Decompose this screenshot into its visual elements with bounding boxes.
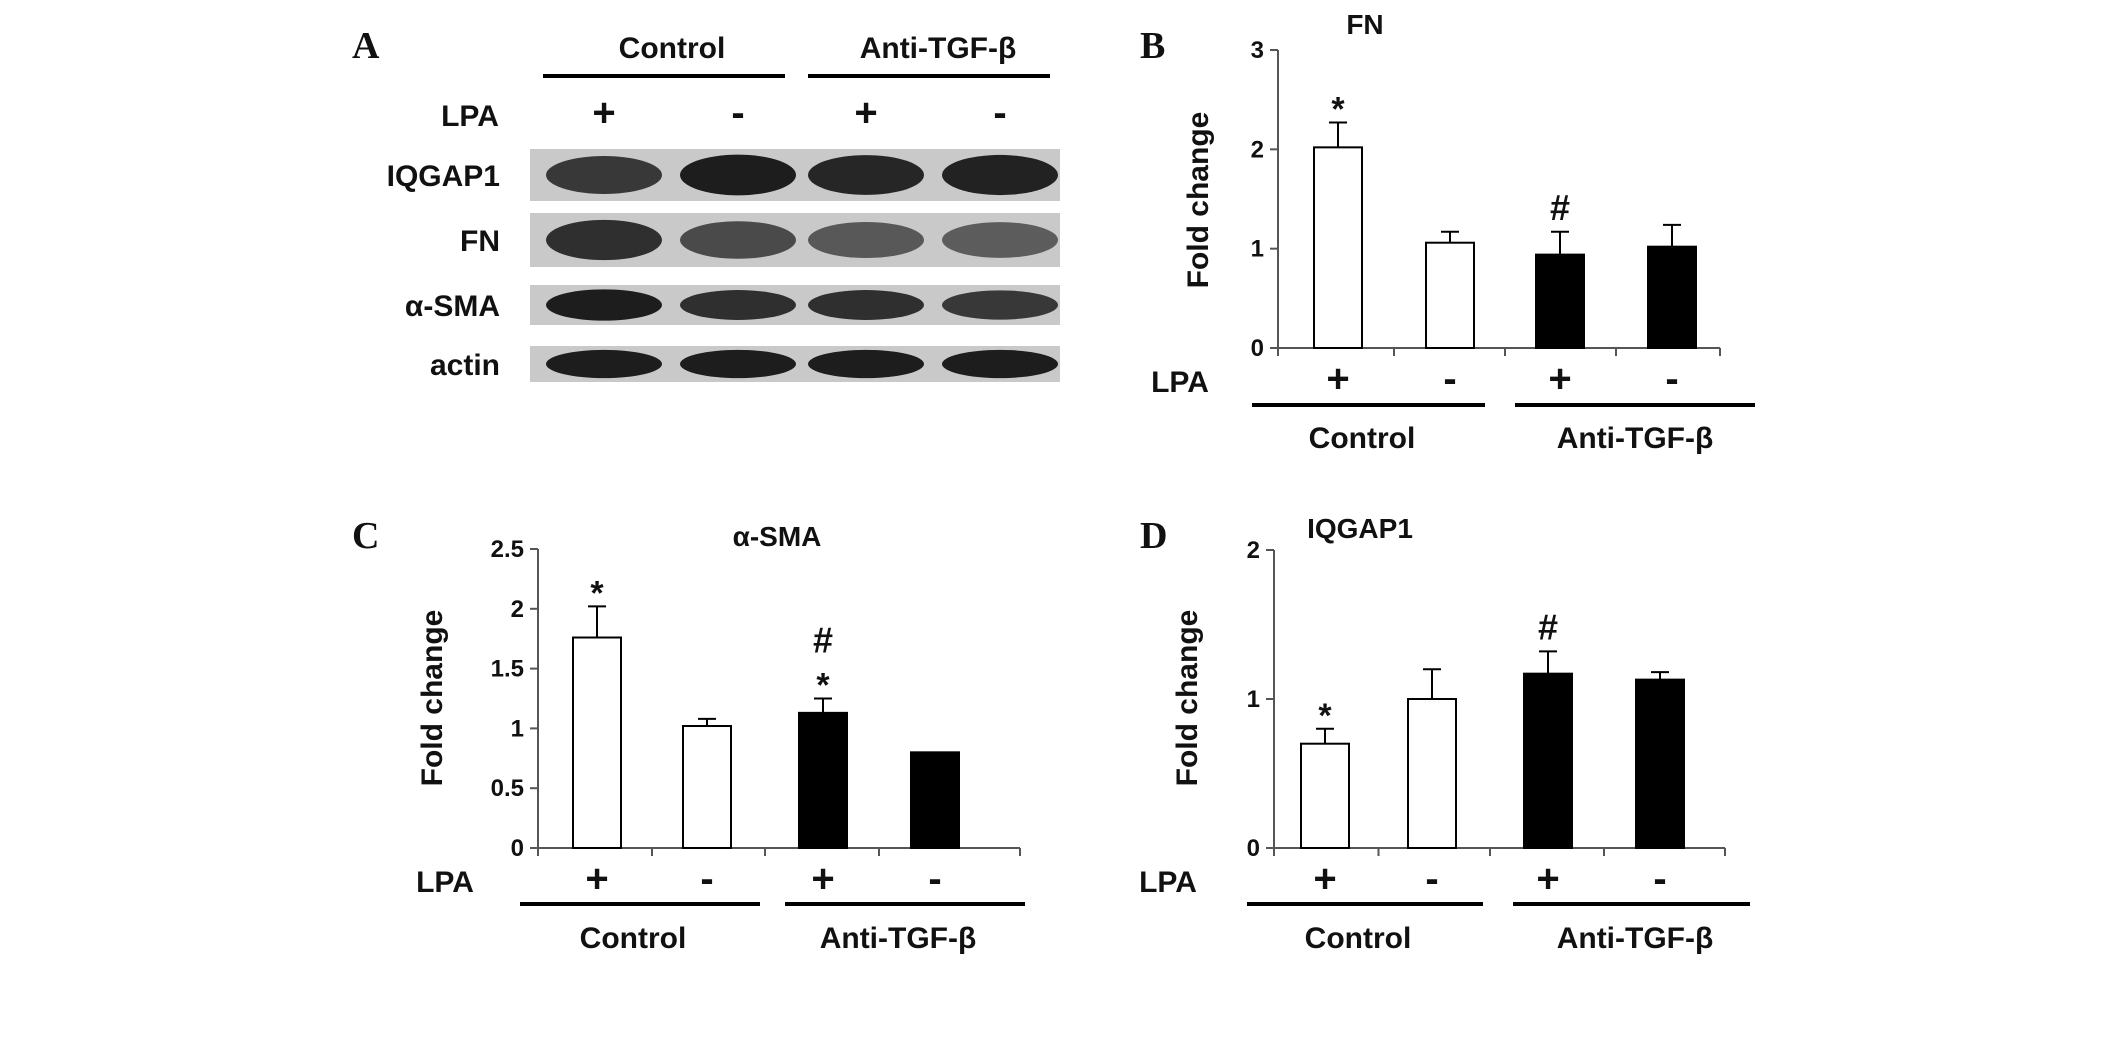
blot-band bbox=[808, 349, 924, 379]
bar bbox=[1313, 146, 1363, 349]
bar bbox=[572, 636, 622, 850]
bar bbox=[682, 725, 732, 849]
panel-letter: D bbox=[1140, 515, 1167, 557]
category-label: - bbox=[1665, 357, 1678, 401]
y-tick-label: 1 bbox=[1247, 686, 1260, 713]
category-label: - bbox=[928, 857, 941, 901]
condition-label: LPA bbox=[416, 866, 474, 899]
panel-letter: B bbox=[1140, 25, 1165, 67]
group-label: Anti-TGF-β bbox=[1557, 922, 1714, 955]
bar bbox=[1407, 698, 1457, 849]
blot-row: actin bbox=[430, 346, 1060, 382]
lane-sign: - bbox=[993, 91, 1006, 135]
group-label: Control bbox=[1309, 422, 1416, 455]
y-tick-label: 2 bbox=[1251, 136, 1264, 163]
blot-band bbox=[808, 221, 924, 259]
panel-letter: A bbox=[352, 25, 380, 67]
bar bbox=[1647, 245, 1697, 349]
blot-band bbox=[942, 222, 1058, 258]
blot-band bbox=[942, 290, 1058, 320]
blot-band bbox=[942, 349, 1058, 379]
significance-asterisk: * bbox=[590, 574, 604, 612]
y-tick-label: 0 bbox=[511, 835, 524, 862]
bar bbox=[1300, 742, 1350, 850]
condition-label: LPA bbox=[1151, 366, 1209, 399]
blot-row: FN bbox=[460, 213, 1060, 267]
group-label: Control bbox=[1305, 922, 1412, 955]
blot-band bbox=[808, 290, 924, 320]
bar bbox=[798, 711, 848, 849]
significance-hash: # bbox=[813, 620, 833, 661]
blot-row-label: IQGAP1 bbox=[387, 160, 500, 193]
condition-label: LPA bbox=[441, 100, 499, 133]
y-axis-label: Fold change bbox=[1171, 610, 1204, 787]
bar bbox=[1425, 241, 1475, 349]
category-label: + bbox=[585, 857, 608, 901]
blot-band bbox=[680, 154, 796, 196]
y-tick-label: 1 bbox=[511, 715, 524, 742]
panel-letter: C bbox=[352, 515, 379, 557]
y-tick-label: 3 bbox=[1251, 37, 1264, 64]
chart-panel-b: B FN Fold change 0 1 2 3 * + - # + - LPA Control Anti-T… bbox=[1140, 9, 1755, 455]
group-label: Anti-TGF-β bbox=[820, 922, 977, 955]
bar bbox=[1535, 253, 1585, 349]
y-axis-label: Fold change bbox=[1182, 112, 1215, 289]
blot-row-label: α-SMA bbox=[405, 290, 500, 323]
category-label: - bbox=[1443, 357, 1456, 401]
blot-band bbox=[546, 349, 662, 379]
blot-row: IQGAP1 bbox=[387, 149, 1060, 201]
lane-sign: + bbox=[854, 91, 877, 135]
condition-label: LPA bbox=[1139, 866, 1197, 899]
chart-title: IQGAP1 bbox=[1307, 513, 1413, 544]
category-label: - bbox=[1425, 857, 1438, 901]
category-label: + bbox=[1326, 357, 1349, 401]
significance-hash: # bbox=[1538, 606, 1558, 647]
bar bbox=[1635, 678, 1685, 849]
blot-row: α-SMA bbox=[405, 285, 1060, 325]
significance-asterisk: * bbox=[1318, 697, 1332, 735]
y-tick-label: 2 bbox=[511, 596, 524, 623]
y-tick-label: 2 bbox=[1247, 537, 1260, 564]
significance-hash: # bbox=[1550, 187, 1570, 228]
category-label: + bbox=[811, 857, 834, 901]
category-label: - bbox=[700, 857, 713, 901]
significance-asterisk: * bbox=[816, 667, 830, 705]
significance-asterisk: * bbox=[1331, 91, 1345, 129]
blot-band bbox=[680, 221, 796, 259]
y-tick-label: 0 bbox=[1247, 835, 1260, 862]
blot-row-label: actin bbox=[430, 349, 500, 382]
group-label-control: Control bbox=[619, 32, 726, 65]
blot-band bbox=[546, 156, 662, 194]
bar bbox=[1523, 672, 1573, 849]
y-tick-label: 0.5 bbox=[491, 775, 524, 802]
blot-band bbox=[546, 289, 662, 321]
lane-sign: + bbox=[592, 91, 615, 135]
group-label-anti-tgf: Anti-TGF-β bbox=[860, 32, 1017, 65]
blot-row-label: FN bbox=[460, 225, 500, 258]
lane-sign: - bbox=[731, 91, 744, 135]
blot-band bbox=[680, 290, 796, 320]
category-label: + bbox=[1313, 857, 1336, 901]
chart-title: FN bbox=[1346, 9, 1383, 40]
western-blot-panel: A Control Anti-TGF-β LPA + - + - IQGAP1 FN α-SMA ac… bbox=[352, 25, 1060, 382]
chart-panel-d: D IQGAP1 Fold change 0 1 2 * + - # + - LPA Control Ant… bbox=[1139, 513, 1750, 955]
y-tick-label: 1 bbox=[1251, 236, 1264, 263]
group-label: Control bbox=[580, 922, 687, 955]
blot-band bbox=[942, 154, 1058, 196]
blot-band bbox=[546, 219, 662, 261]
category-label: + bbox=[1536, 857, 1559, 901]
y-tick-label: 0 bbox=[1251, 335, 1264, 362]
category-label: - bbox=[1653, 857, 1666, 901]
bar bbox=[910, 751, 960, 850]
chart-title: α-SMA bbox=[733, 521, 822, 552]
y-axis-label: Fold change bbox=[416, 610, 449, 787]
blot-band bbox=[680, 349, 796, 379]
y-tick-label: 1.5 bbox=[491, 656, 524, 683]
group-label: Anti-TGF-β bbox=[1557, 422, 1714, 455]
category-label: + bbox=[1548, 357, 1571, 401]
blot-band bbox=[808, 155, 924, 195]
y-tick-label: 2.5 bbox=[491, 536, 524, 563]
